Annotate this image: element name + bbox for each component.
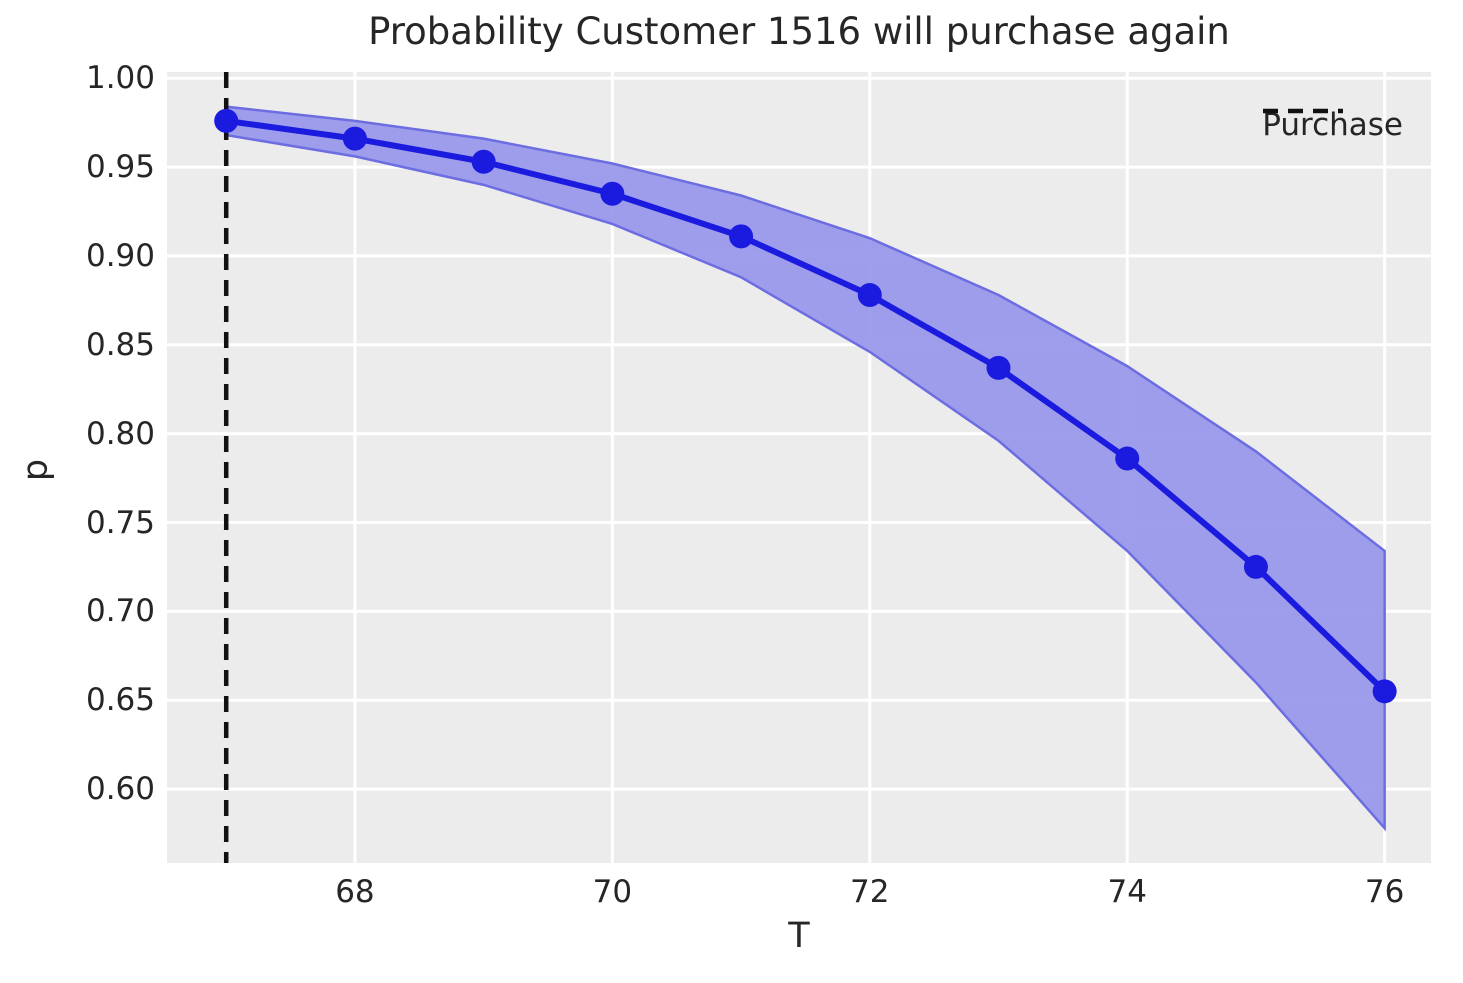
y-tick-label: 1.00 (85, 60, 155, 97)
x-tick-label: 76 (1364, 874, 1405, 910)
y-tick-label: 0.60 (85, 771, 155, 808)
probability-line (223, 117, 1388, 695)
x-tick-label: 72 (850, 874, 890, 910)
y-tick-label: 0.90 (85, 237, 155, 274)
chart-canvas (167, 72, 1431, 863)
legend-label: Purchase (1262, 107, 1403, 143)
x-tick-label: 74 (1107, 874, 1147, 910)
y-axis-label: p (16, 458, 56, 482)
data-point-marker (214, 108, 239, 133)
x-tick-label: 70 (592, 874, 633, 910)
y-tick-label: 0.95 (85, 149, 155, 186)
data-point-marker (1115, 446, 1140, 471)
data-point-marker (1372, 679, 1397, 704)
y-tick-label: 0.70 (85, 593, 155, 630)
y-tick-label: 0.80 (85, 415, 155, 452)
data-point-marker (729, 224, 754, 249)
data-point-marker (471, 149, 496, 174)
y-tick-label: 0.85 (85, 326, 155, 363)
plot-area: Purchase (167, 72, 1431, 863)
legend-dashed-line-icon (1263, 108, 1344, 114)
confidence-band (224, 105, 1386, 832)
data-point-marker (986, 355, 1011, 380)
x-axis-label: T (788, 916, 810, 956)
data-point-marker (600, 181, 625, 206)
data-point-marker (857, 283, 882, 308)
x-tick-label: 68 (335, 874, 375, 910)
data-point-marker (342, 126, 367, 151)
y-tick-label: 0.65 (85, 682, 155, 719)
data-point-marker (1243, 554, 1268, 579)
chart-title: Probability Customer 1516 will purchase … (368, 10, 1230, 53)
y-tick-label: 0.75 (85, 504, 155, 541)
legend: Purchase (1262, 107, 1403, 143)
